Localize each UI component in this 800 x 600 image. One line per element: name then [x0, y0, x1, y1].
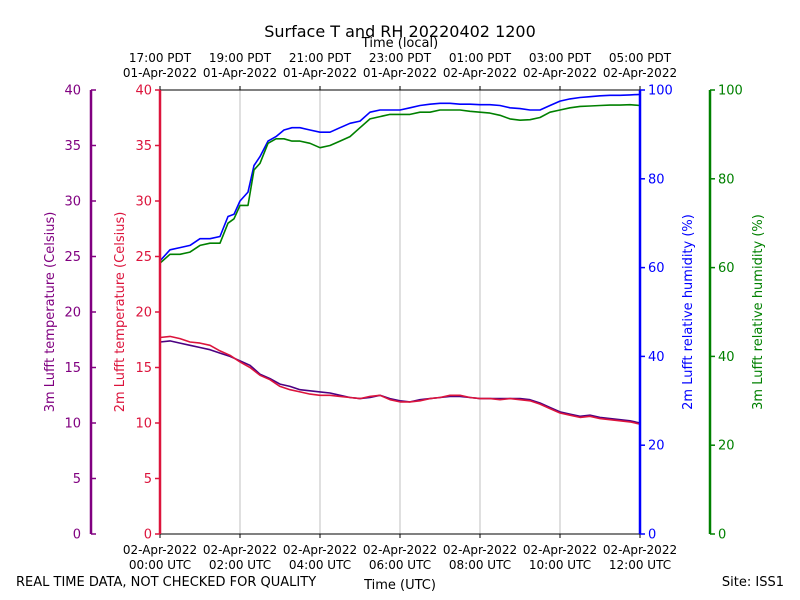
series-line-rh2m — [159, 93, 641, 262]
top-tick-time: 21:00 PDT — [289, 51, 352, 65]
top-tick-date: 02-Apr-2022 — [443, 66, 517, 80]
y-tick-label: 15 — [64, 361, 81, 376]
vertical-gridlines — [239, 90, 561, 534]
top-tick-date: 01-Apr-2022 — [203, 66, 277, 80]
y-tick-label: 10 — [135, 417, 152, 432]
y-axis-t3m: 0 5 10 15 20 25 30 35 40 3m Lufft temperature (Ce… — [43, 84, 96, 543]
bottom-tick-time: 04:00 UTC — [289, 558, 351, 572]
y-tick-label: 60 — [648, 261, 665, 276]
bottom-tick-date: 02-Apr-2022 — [443, 543, 517, 557]
y-tick-label: 100 — [648, 84, 673, 99]
y-tick-label: 20 — [718, 439, 735, 454]
bottom-tick-date: 02-Apr-2022 — [123, 543, 197, 557]
y-tick-label: 15 — [135, 361, 152, 376]
y-tick-label: 0 — [73, 528, 81, 543]
y-tick-label: 20 — [648, 439, 665, 454]
bottom-tick-time: 10:00 UTC — [529, 558, 591, 572]
chart-title: Surface T and RH 20220402 1200 — [264, 22, 536, 41]
y-tick-label: 35 — [64, 139, 81, 154]
y-tick-label: 40 — [718, 350, 735, 365]
y-tick-label: 30 — [64, 195, 81, 210]
bottom-tick-time: 00:00 UTC — [129, 558, 191, 572]
y-tick-label: 0 — [144, 528, 152, 543]
top-tick-time: 03:00 PDT — [529, 51, 592, 65]
y-tick-label: 60 — [718, 261, 735, 276]
top-tick-time: 05:00 PDT — [609, 51, 672, 65]
bottom-tick-date: 02-Apr-2022 — [363, 543, 437, 557]
bottom-tick-time: 08:00 UTC — [449, 558, 511, 572]
top-tick-date: 02-Apr-2022 — [523, 66, 597, 80]
y-tick-label: 25 — [64, 250, 81, 265]
y-axis-rh2m: 0 20 40 60 80 100 2m Lufft relative humidity (… — [638, 84, 696, 543]
y-tick-label: 100 — [718, 84, 743, 99]
y-tick-label: 20 — [64, 306, 81, 321]
top-tick-time: 01:00 PDT — [449, 51, 512, 65]
site-label: Site: ISS1 — [721, 575, 784, 590]
top-tick-date: 01-Apr-2022 — [283, 66, 357, 80]
y-tick-label: 35 — [135, 139, 152, 154]
y-tick-label: 25 — [135, 250, 152, 265]
y-axis-label: 3m Lufft relative humidity (%) — [751, 214, 766, 410]
bottom-tick-date: 02-Apr-2022 — [283, 543, 357, 557]
series-line-t2m — [159, 335, 641, 425]
y-tick-label: 40 — [64, 84, 81, 99]
y-tick-label: 80 — [648, 172, 665, 187]
y-tick-label: 40 — [648, 350, 665, 365]
bottom-axis-label: Time (UTC) — [363, 578, 436, 593]
top-tick-time: 23:00 PDT — [369, 51, 432, 65]
y-axis-label: 2m Lufft relative humidity (%) — [681, 214, 696, 410]
bottom-tick-date: 02-Apr-2022 — [203, 543, 277, 557]
series-line-rh3m — [159, 103, 641, 264]
y-tick-label: 5 — [73, 472, 81, 487]
y-tick-label: 0 — [718, 528, 726, 543]
y-axis-rh3m: 0 20 40 60 80 100 3m Lufft relative humidity (… — [708, 84, 766, 543]
y-axis-t2m: 0 5 10 15 20 25 30 35 40 2m Lufft temperature (Ce… — [113, 84, 162, 543]
top-tick-time: 19:00 PDT — [209, 51, 272, 65]
top-tick-date: 01-Apr-2022 — [363, 66, 437, 80]
y-tick-label: 80 — [718, 172, 735, 187]
y-axis-label: 2m Lufft temperature (Celsius) — [113, 212, 128, 413]
quality-disclaimer: REAL TIME DATA, NOT CHECKED FOR QUALITY — [16, 575, 317, 590]
bottom-tick-time: 12:00 UTC — [609, 558, 671, 572]
y-tick-label: 30 — [135, 195, 152, 210]
y-tick-label: 10 — [64, 417, 81, 432]
y-tick-label: 5 — [144, 472, 152, 487]
bottom-tick-date: 02-Apr-2022 — [603, 543, 677, 557]
y-tick-label: 40 — [135, 84, 152, 99]
top-tick-time: 17:00 PDT — [129, 51, 192, 65]
top-axis-label: Time (local) — [361, 36, 438, 51]
data-series — [159, 93, 641, 425]
bottom-tick-time: 06:00 UTC — [369, 558, 431, 572]
y-tick-label: 20 — [135, 306, 152, 321]
top-tick-date: 01-Apr-2022 — [123, 66, 197, 80]
top-tick-date: 02-Apr-2022 — [603, 66, 677, 80]
bottom-tick-date: 02-Apr-2022 — [523, 543, 597, 557]
y-axis-label: 3m Lufft temperature (Celsius) — [43, 212, 58, 413]
y-tick-label: 0 — [648, 528, 656, 543]
series-line-t3m — [159, 340, 641, 424]
bottom-tick-time: 02:00 UTC — [209, 558, 271, 572]
